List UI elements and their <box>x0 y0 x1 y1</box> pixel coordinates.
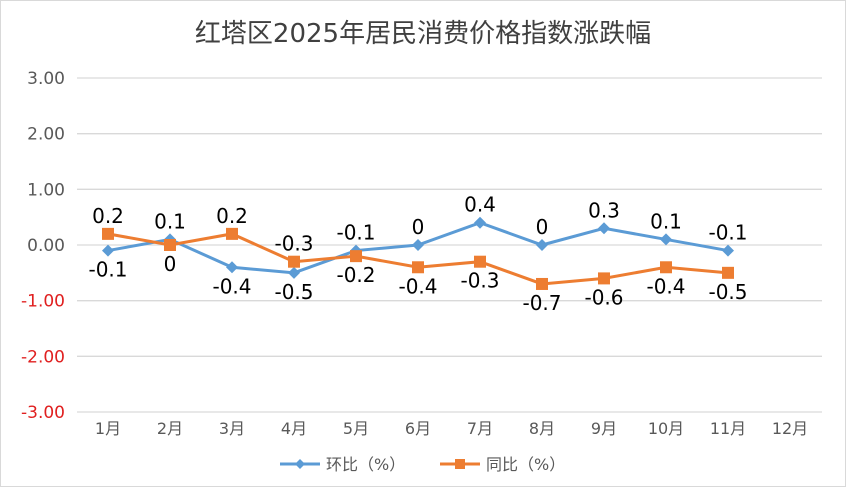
data-label: 0 <box>164 252 177 276</box>
data-point <box>288 266 300 279</box>
data-point <box>226 227 238 240</box>
data-point <box>474 255 486 268</box>
y-tick-label: 3.00 <box>27 69 65 89</box>
data-point <box>350 250 362 263</box>
data-point <box>474 216 486 229</box>
data-label: -0.4 <box>646 274 685 298</box>
data-label: -0.4 <box>398 274 437 298</box>
data-label: 0.4 <box>464 193 496 217</box>
x-tick-label: 4月 <box>281 419 307 438</box>
data-label: 0.1 <box>154 209 186 233</box>
data-point <box>536 239 548 251</box>
data-label: -0.6 <box>584 285 623 309</box>
data-label: -0.5 <box>708 280 747 304</box>
legend-label: 同比（%） <box>486 455 565 474</box>
data-label: -0.1 <box>336 221 375 245</box>
data-label: -0.4 <box>212 274 251 298</box>
y-tick-label: -3.00 <box>21 403 65 423</box>
data-label: -0.3 <box>460 269 499 293</box>
data-label: -0.2 <box>336 263 375 287</box>
x-tick-label: 5月 <box>343 419 369 438</box>
data-label: 0.3 <box>588 198 620 222</box>
legend-label: 环比（%） <box>326 455 405 474</box>
x-tick-label: 3月 <box>219 419 245 438</box>
data-point <box>598 272 610 285</box>
data-label: 0 <box>536 215 549 239</box>
data-point <box>660 233 672 246</box>
x-tick-label: 1月 <box>95 419 121 438</box>
y-tick-label: 2.00 <box>27 125 65 145</box>
y-tick-label: 0.00 <box>27 236 65 256</box>
x-tick-label: 6月 <box>405 419 431 438</box>
data-label: 0 <box>412 215 425 239</box>
data-point <box>660 261 672 274</box>
x-tick-label: 7月 <box>467 419 493 438</box>
chart-title: 红塔区2025年居民消费价格指数涨跌幅 <box>195 19 651 49</box>
data-label: -0.1 <box>708 221 747 245</box>
data-label: -0.5 <box>274 280 313 304</box>
data-point <box>722 266 734 279</box>
x-tick-label: 10月 <box>648 419 684 438</box>
y-tick-label: -2.00 <box>21 347 65 367</box>
data-label: 0.1 <box>650 209 682 233</box>
data-point <box>288 255 300 268</box>
data-label: -0.3 <box>274 232 313 256</box>
legend-marker <box>455 459 465 469</box>
data-point <box>102 244 114 257</box>
y-tick-label: -1.00 <box>21 292 65 312</box>
data-point <box>412 261 424 274</box>
data-point <box>164 239 176 251</box>
x-tick-label: 12月 <box>772 419 808 438</box>
data-label: 0.2 <box>216 204 248 228</box>
data-label: -0.7 <box>522 291 561 315</box>
y-tick-label: 1.00 <box>27 180 65 200</box>
data-label: 0.2 <box>92 204 124 228</box>
data-label: -0.1 <box>88 258 127 282</box>
x-tick-label: 2月 <box>157 419 183 438</box>
data-point <box>722 244 734 257</box>
x-tick-label: 9月 <box>591 419 617 438</box>
x-tick-label: 8月 <box>529 419 555 438</box>
data-point <box>536 277 548 290</box>
data-point <box>226 261 238 274</box>
x-tick-label: 11月 <box>710 419 746 438</box>
data-point <box>102 227 114 240</box>
data-point <box>598 222 610 235</box>
data-point <box>412 239 424 251</box>
legend-marker <box>295 459 305 469</box>
